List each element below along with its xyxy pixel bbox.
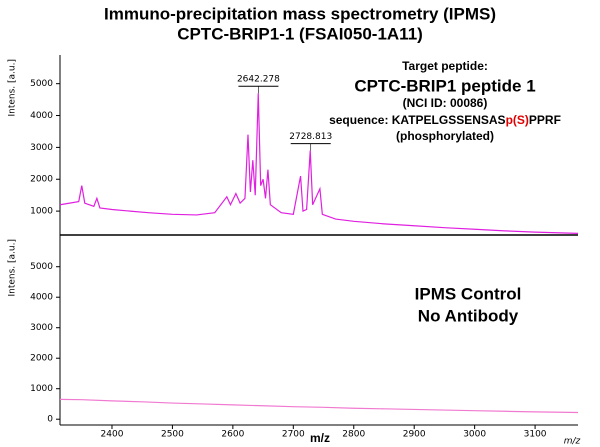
- y-tick-label: 5000: [30, 79, 53, 89]
- y-tick-label: 2000: [30, 175, 53, 185]
- sequence-part: PPRF: [529, 113, 561, 127]
- x-tick-label: 3000: [463, 430, 486, 440]
- y-tick-label: 4000: [30, 111, 53, 121]
- peak-label: 2642.278: [237, 75, 280, 85]
- annotation-note: (phosphorylated): [396, 129, 494, 143]
- x-tick-label: 2600: [221, 430, 244, 440]
- y-tick-label: 3000: [30, 323, 53, 333]
- spectrum-line: [59, 93, 579, 235]
- x-tick-label: 2500: [161, 430, 184, 440]
- y-tick-label: 0: [47, 415, 53, 425]
- x-axis-label: m/z: [310, 431, 330, 445]
- x-tick-label: 3100: [524, 430, 547, 440]
- y-tick-label: 4000: [30, 293, 53, 303]
- annotation-line: Target peptide:: [402, 59, 488, 73]
- x-tick-label: 2400: [101, 430, 124, 440]
- spectrum-line: [59, 398, 579, 414]
- annotation-line: CPTC-BRIP1 peptide 1: [354, 76, 535, 95]
- y-axis-label: Intens. [a.u.]: [8, 239, 18, 297]
- annotation-line: No Antibody: [418, 306, 519, 325]
- y-tick-label: 1000: [30, 384, 53, 394]
- x-tick-label: 2700: [282, 430, 305, 440]
- annotation-line: IPMS Control: [415, 284, 522, 303]
- y-tick-label: 2000: [30, 354, 53, 364]
- y-tick-label: 5000: [30, 262, 53, 272]
- x-unit-label: m/z: [564, 437, 581, 447]
- chart-subtitle: CPTC-BRIP1-1 (FSAI050-1A11): [177, 24, 423, 43]
- x-tick-label: 2900: [403, 430, 426, 440]
- sequence-part: sequence: KATPELGSSENSAS: [329, 113, 505, 127]
- y-axis-label: Intens. [a.u.]: [8, 59, 18, 117]
- y-tick-label: 1000: [30, 207, 53, 217]
- x-tick-label: 2800: [342, 430, 365, 440]
- peak-label: 2728.813: [289, 132, 332, 142]
- y-tick-label: 3000: [30, 143, 53, 153]
- sequence-text: sequence: KATPELGSSENSASp(S)PPRF: [329, 113, 561, 127]
- sequence-part: p(S): [506, 113, 529, 127]
- annotation-line: (NCI ID: 00086): [403, 96, 488, 110]
- chart-title: Immuno-precipitation mass spectrometry (…: [104, 4, 496, 23]
